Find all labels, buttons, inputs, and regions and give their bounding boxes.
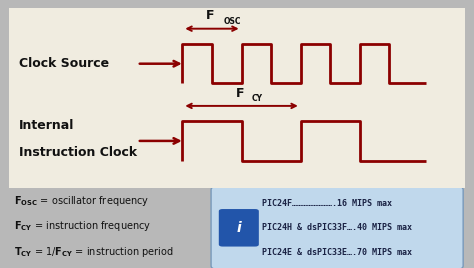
Text: Internal: Internal	[18, 119, 74, 132]
Text: Instruction Clock: Instruction Clock	[18, 146, 137, 159]
Text: PIC24E & dsPIC33E….70 MIPS max: PIC24E & dsPIC33E….70 MIPS max	[262, 248, 412, 257]
Text: PIC24H & dsPIC33F….40 MIPS max: PIC24H & dsPIC33F….40 MIPS max	[262, 223, 412, 232]
Text: $\mathbf{T_{CY}}$ = 1/$\mathbf{F_{CY}}$ = instruction period: $\mathbf{T_{CY}}$ = 1/$\mathbf{F_{CY}}$ …	[14, 245, 173, 259]
FancyBboxPatch shape	[3, 5, 471, 190]
Text: i: i	[237, 221, 241, 235]
FancyBboxPatch shape	[211, 187, 463, 268]
Text: $\mathbf{F_{CY}}$ = instruction frequency: $\mathbf{F_{CY}}$ = instruction frequenc…	[14, 219, 151, 233]
Text: OSC: OSC	[223, 17, 241, 26]
Text: $\mathbf{F_{OSC}}$ = oscillator frequency: $\mathbf{F_{OSC}}$ = oscillator frequenc…	[14, 194, 149, 208]
Text: CY: CY	[252, 94, 263, 103]
Text: $\mathbf{F}$: $\mathbf{F}$	[205, 9, 214, 23]
Text: $\mathbf{F}$: $\mathbf{F}$	[235, 87, 244, 100]
Text: Clock Source: Clock Source	[18, 57, 109, 70]
FancyBboxPatch shape	[219, 209, 259, 247]
Text: PIC24F…………………….16 MIPS max: PIC24F…………………….16 MIPS max	[262, 199, 392, 208]
